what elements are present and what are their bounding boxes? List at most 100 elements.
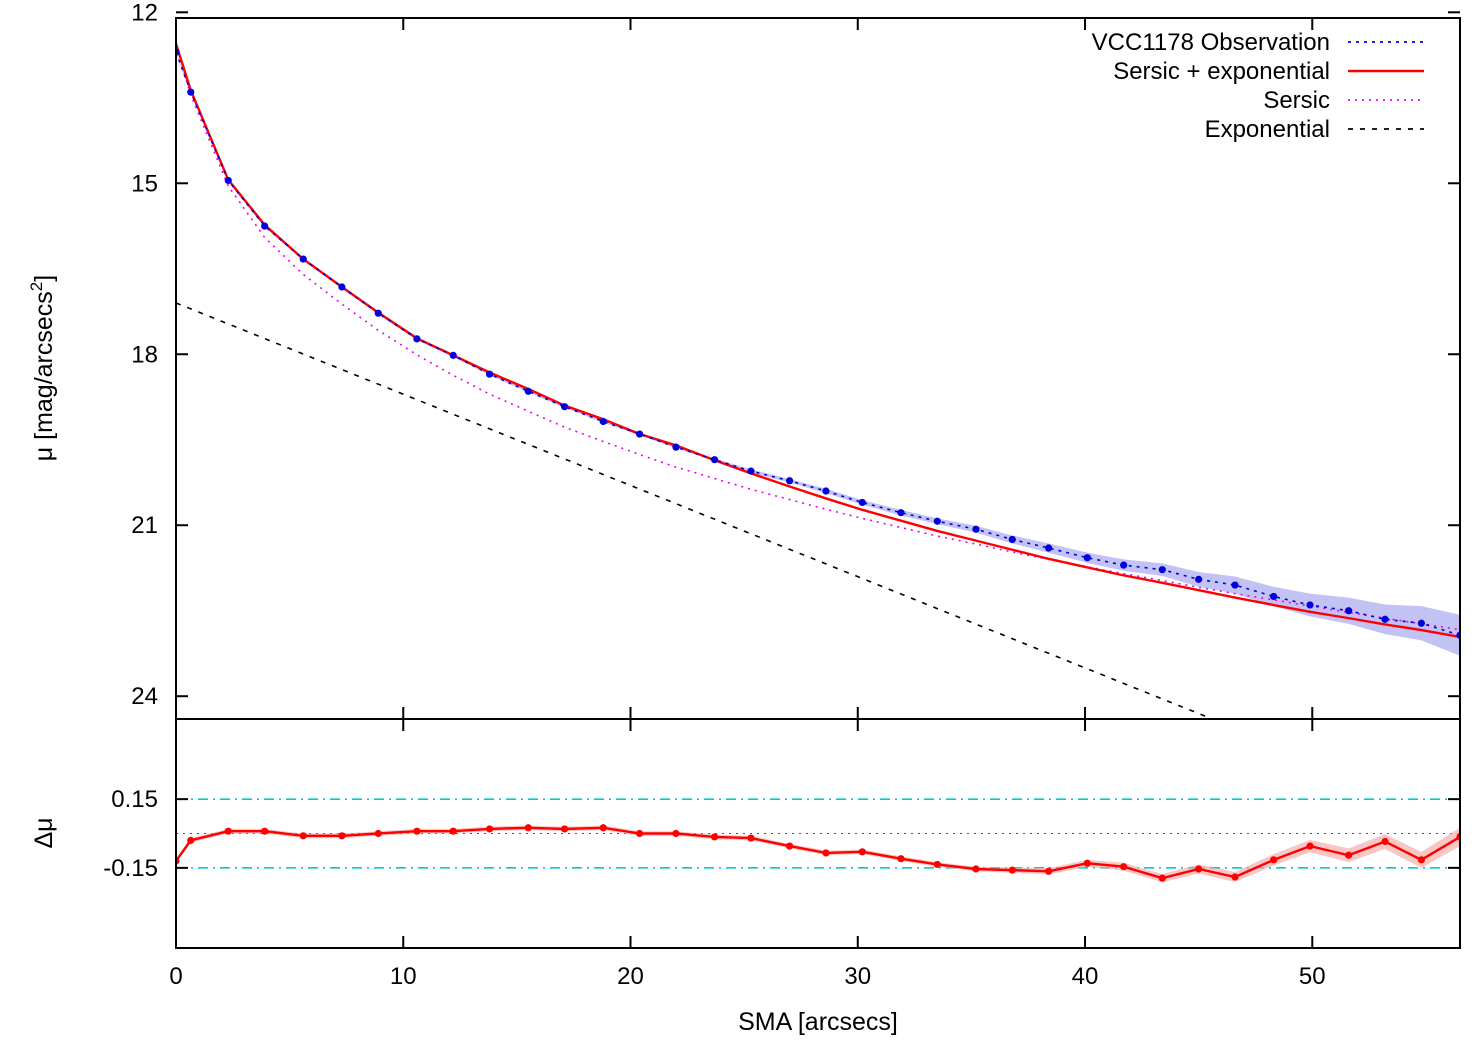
residual-point	[1231, 873, 1239, 881]
residual-xtick-label: 30	[844, 963, 871, 990]
main-ytick-label: 12	[131, 0, 158, 26]
observation-point	[338, 283, 346, 291]
y-axis-title-base: μ [mag/arcsecs	[30, 291, 58, 461]
residual-xtick-label: 50	[1299, 963, 1326, 990]
residual-point	[933, 860, 941, 869]
residual-point	[1270, 856, 1278, 864]
observation-point	[972, 525, 980, 533]
residual-xtick-label: 10	[390, 963, 417, 990]
observation-point	[636, 430, 644, 438]
observation-point	[1381, 615, 1389, 623]
sersic-line	[176, 46, 1460, 631]
observation-point	[261, 222, 269, 230]
observation-point	[1195, 575, 1203, 583]
residual-point	[710, 833, 719, 841]
observation-point	[747, 467, 755, 475]
residual-point	[261, 827, 269, 835]
residual-point	[561, 825, 569, 833]
residual-point	[1158, 874, 1166, 882]
y-axis-title-main: μ [mag/arcsecs2]	[27, 275, 58, 461]
residual-point	[1306, 842, 1314, 850]
observation-point	[1270, 592, 1278, 601]
residual-ytick-label: 0.15	[111, 786, 158, 813]
observation-point	[897, 509, 905, 517]
residual-point	[224, 827, 232, 835]
residual-point	[1381, 837, 1389, 846]
observation-point	[524, 387, 532, 395]
residual-plot-area	[176, 798, 1460, 883]
observation-point	[785, 477, 794, 485]
residual-error-band	[176, 825, 1460, 883]
observation-point	[299, 255, 307, 263]
residual-point	[636, 829, 644, 838]
observation-point	[561, 403, 569, 411]
y-axis-title-sup: 2	[27, 282, 46, 291]
residual-point	[747, 834, 755, 842]
residual-point	[338, 832, 346, 840]
observation-point	[710, 456, 719, 464]
residual-point	[599, 824, 607, 832]
observation-point	[1120, 561, 1128, 569]
observation-point	[449, 351, 457, 359]
main-plot-area	[176, 43, 1460, 719]
residual-point	[972, 865, 980, 873]
residual-point	[858, 848, 866, 856]
observation-point	[187, 88, 195, 96]
exponential-line	[176, 302, 1213, 719]
observation-point	[933, 517, 941, 525]
residual-point	[1045, 867, 1053, 875]
legend-label: VCC1178 Observation	[1092, 29, 1330, 56]
observation-point	[1158, 566, 1166, 574]
observation-point	[672, 443, 680, 451]
observation-point	[1345, 607, 1353, 615]
observation-point	[1231, 581, 1239, 589]
residual-point	[1120, 863, 1128, 871]
residual-point	[897, 855, 905, 863]
residual-point	[524, 824, 532, 832]
residual-point	[486, 825, 494, 833]
main-ytick-label: 15	[131, 170, 158, 197]
main-ytick-label: 18	[131, 341, 158, 368]
y-axis-title-close: ]	[30, 275, 58, 282]
residual-point	[413, 827, 421, 835]
residual-point	[1195, 865, 1203, 873]
axis-titles: μ [mag/arcsecs2] Δμ SMA [arcsecs]	[27, 275, 898, 1036]
legend-label: Exponential	[1205, 116, 1330, 143]
observation-point	[1417, 619, 1425, 627]
x-axis-title: SMA [arcsecs]	[738, 1008, 898, 1036]
residual-xtick-label: 40	[1072, 963, 1099, 990]
residual-point	[822, 849, 830, 857]
residual-point	[672, 829, 680, 838]
main-ytick-label: 21	[131, 512, 158, 539]
y-axis-title-residual: Δμ	[30, 817, 58, 848]
residual-line	[176, 826, 1460, 880]
residual-xtick-label: 0	[169, 963, 182, 990]
observation-line	[176, 51, 1460, 636]
observation-point	[1045, 544, 1053, 552]
observation-point	[1008, 535, 1016, 544]
residual-point	[374, 829, 382, 838]
observation-point	[374, 309, 382, 317]
residual-panel: 0 10 20 30 40 50 0.15 -0.15	[103, 718, 1461, 990]
observation-point	[822, 487, 830, 495]
main-ytick-label: 24	[131, 683, 158, 710]
sersic-exponential-line	[176, 43, 1460, 639]
legend-label: Sersic	[1263, 87, 1330, 114]
observation-point	[599, 417, 607, 426]
observation-point	[413, 335, 421, 343]
residual-point	[1417, 856, 1425, 864]
residual-point	[1008, 866, 1016, 874]
residual-point	[785, 842, 794, 850]
residual-point	[1345, 851, 1353, 859]
residual-point	[1083, 859, 1091, 867]
observation-point	[858, 498, 866, 507]
observation-point	[224, 176, 232, 185]
residual-point	[299, 832, 307, 840]
residual-frame	[175, 718, 1461, 949]
observation-point	[1083, 554, 1091, 562]
residual-point	[449, 827, 457, 835]
observation-point	[486, 370, 494, 378]
legend-label: Sersic + exponential	[1113, 58, 1330, 85]
